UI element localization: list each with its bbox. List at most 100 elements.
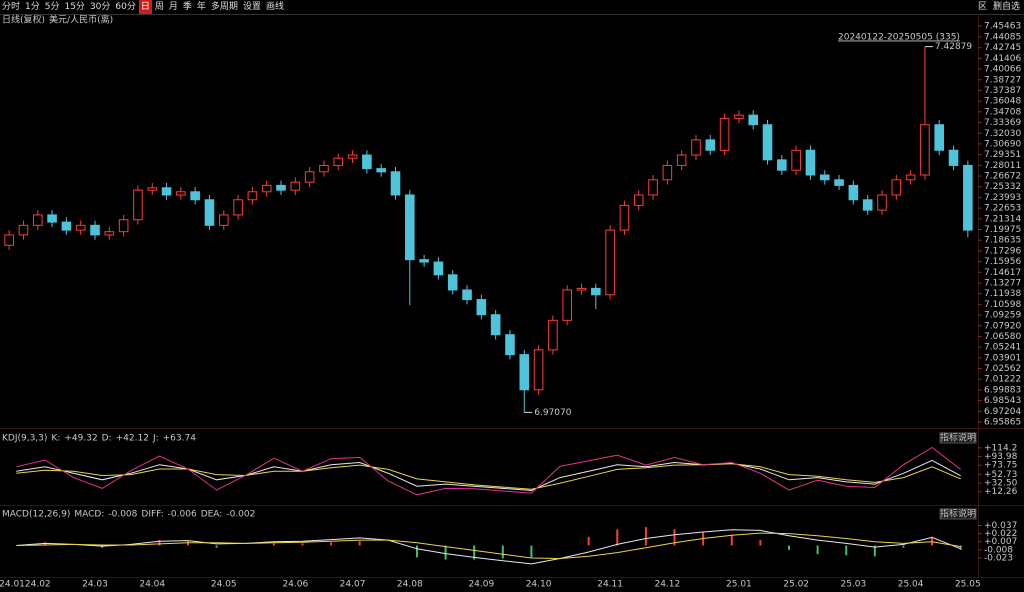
x-tick-label: 24.12 (654, 580, 680, 590)
x-tick-label: 24.05 (211, 580, 237, 590)
indicator-label: +49.32 (64, 434, 97, 444)
indicator-label: MACD(12,26,9) (2, 510, 70, 520)
y-tick-label: 7.25332 (984, 182, 1021, 192)
y-tick-label: +0.007 (984, 537, 1017, 547)
candle-body (75, 224, 86, 231)
toolbar-item[interactable]: 日 (138, 0, 152, 14)
candle-body (347, 154, 358, 159)
y-tick-label: 7.30690 (984, 139, 1021, 149)
x-tick-label: 25.02 (783, 580, 809, 590)
candle-body (519, 354, 530, 391)
candle-body (47, 214, 57, 223)
candle-body (705, 139, 716, 151)
candle-body (319, 164, 329, 173)
y-tick-label: -0.008 (984, 545, 1013, 555)
candle-body (419, 259, 429, 263)
toolbar-item[interactable]: 分时 (2, 2, 21, 12)
candle-body (719, 117, 730, 151)
candle-body (204, 199, 215, 226)
candle-body (691, 139, 701, 156)
toolbar-button[interactable]: 删自选 (992, 2, 1020, 12)
indicator-label: KDJ(9,3,3) (2, 434, 47, 444)
candle-body (362, 154, 372, 170)
indicator-label: -0.008 (108, 510, 137, 520)
candle-body (948, 149, 959, 166)
candle-body (777, 159, 787, 171)
high-label: 7.42879 (935, 42, 972, 52)
macd-bar (158, 540, 161, 546)
x-tick-label: 24.09 (468, 580, 494, 590)
toolbar-item[interactable]: 多周期 (210, 2, 238, 12)
toolbar-button[interactable]: 区 (977, 2, 987, 12)
indicator-button[interactable] (939, 432, 977, 444)
candle-body (762, 124, 773, 161)
indicator-line (16, 459, 961, 492)
toolbar-item[interactable]: 画线 (265, 2, 284, 12)
toolbar: 分时 1分 5分 15分 30分 60分日周月季年多周期 设置 画线 (0, 0, 287, 14)
toolbar-item[interactable]: 1分 (25, 2, 40, 12)
candle-body (490, 314, 501, 336)
y-tick-label: +93.98 (984, 452, 1018, 462)
macd-bar (473, 545, 476, 560)
candle-body (462, 289, 472, 301)
candle-body (390, 171, 401, 196)
range-label: 20240122-20250505 (335) (838, 33, 960, 43)
y-tick-label: 7.38727 (984, 75, 1021, 85)
indicator-label: DEA: (201, 510, 223, 520)
x-tick-label: 24.04 (139, 580, 165, 590)
y-tick-label: 7.32030 (984, 129, 1021, 139)
macd-bar (787, 545, 790, 550)
indicator-label: -0.002 (226, 510, 255, 520)
indicator-label: DIFF: (141, 510, 163, 520)
indicator-label: +42.12 (116, 434, 149, 444)
y-tick-label: +0.037 (984, 521, 1017, 531)
candle-body (376, 168, 386, 173)
indicator-label: -0.006 (168, 510, 197, 520)
y-tick-label: 7.44085 (984, 33, 1021, 43)
toolbar-item[interactable]: 周 (154, 2, 164, 12)
macd-bar (644, 527, 647, 546)
indicator-line (16, 529, 961, 565)
candle-body (147, 187, 158, 191)
toolbar-item[interactable]: 5分 (44, 2, 60, 12)
y-tick-label: 7.03901 (984, 353, 1021, 363)
toolbar-item[interactable]: 年 (196, 2, 206, 12)
toolbar-item[interactable]: 月 (168, 2, 178, 12)
indicator-button-label: 指标说明 (940, 432, 976, 444)
candle-body (819, 174, 830, 181)
candle-body (963, 164, 973, 231)
toolbar-item[interactable]: 设置 (242, 2, 261, 12)
toolbar-item[interactable]: 15分 (64, 2, 85, 12)
macd-bar (501, 545, 504, 559)
y-tick-label: 7.34708 (984, 107, 1021, 117)
indicator-label: D: (102, 434, 112, 444)
candle-body (18, 224, 29, 236)
candle-body (133, 189, 143, 221)
toolbar-item[interactable]: 季 (182, 2, 192, 12)
candle-body (920, 124, 930, 176)
candle-body (791, 149, 801, 171)
y-tick-label: 7.22653 (984, 204, 1021, 214)
candle-body (662, 164, 673, 181)
candle-body (276, 184, 286, 191)
candle-body (505, 334, 515, 356)
y-tick-label: 7.11938 (984, 289, 1021, 299)
toolbar-item[interactable]: 60分 (115, 2, 136, 12)
y-tick-label: 7.09259 (984, 311, 1021, 321)
candle-body (104, 231, 115, 236)
macd-bar (845, 545, 848, 556)
y-tick-label: 7.28011 (984, 161, 1021, 171)
y-tick-label: +52.73 (984, 470, 1017, 480)
candle-body (905, 174, 916, 181)
macd-bar (330, 542, 333, 546)
candle-body (233, 199, 243, 216)
y-tick-label: 7.19975 (984, 225, 1021, 235)
candle-body (247, 191, 258, 201)
indicator-label: +63.74 (163, 434, 197, 444)
candle-body (548, 319, 558, 351)
y-tick-label: 7.36048 (984, 97, 1021, 107)
indicator-button[interactable] (939, 508, 977, 520)
toolbar-item[interactable]: 30分 (89, 2, 111, 12)
